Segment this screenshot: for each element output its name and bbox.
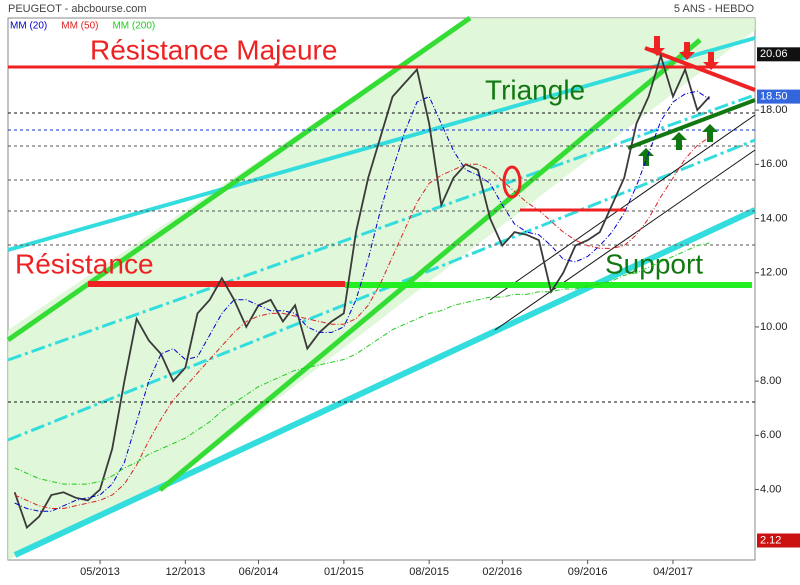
y-tick-label: 8.00	[760, 375, 781, 387]
chart-title: PEUGEOT - abcbourse.com	[8, 3, 147, 15]
x-tick-label: 04/2017	[653, 566, 693, 578]
moving-average	[14, 242, 710, 485]
annotation: Résistance Majeure	[90, 34, 337, 65]
x-tick-label: 02/2016	[482, 566, 522, 578]
trend-line	[6, 15, 472, 343]
y-tick-label: 18.00	[760, 104, 788, 116]
legend-entry: MM (200)	[112, 21, 155, 32]
price-flag-label: 2.12	[760, 534, 781, 546]
x-tick-label: 09/2016	[568, 566, 608, 578]
drawings	[6, 15, 757, 560]
moving-average	[14, 90, 710, 512]
x-tick-label: 08/2015	[409, 566, 449, 578]
y-tick-label: 14.00	[760, 212, 788, 224]
price-flag	[757, 533, 800, 548]
trend-line	[7, 93, 756, 362]
price-flag	[757, 89, 800, 104]
trend-line	[158, 38, 702, 492]
x-tick-label: 05/2013	[80, 566, 120, 578]
trend-line	[13, 207, 757, 558]
x-tick-label: 12/2013	[165, 566, 205, 578]
triangle-line	[644, 46, 756, 92]
price-flag-label: 20.06	[760, 48, 788, 60]
x-tick-label: 06/2014	[239, 566, 279, 578]
circle-mark	[502, 165, 522, 199]
chart-subtitle: 5 ANS - HEBDO	[674, 3, 755, 15]
y-tick-label: 16.00	[760, 158, 788, 170]
y-tick-label: 6.00	[760, 429, 781, 441]
legend-entry: MM (20)	[10, 21, 47, 32]
down-arrows	[649, 36, 719, 70]
triangle-line	[627, 98, 756, 150]
y-tick-label: 10.00	[760, 321, 788, 333]
y-tick-label: 12.00	[760, 267, 788, 279]
up-arrows	[638, 124, 718, 166]
annotation: Support	[605, 248, 703, 279]
trend-line	[7, 138, 756, 442]
annotation: Résistance	[15, 248, 154, 279]
legend-entry: MM (50)	[61, 21, 98, 32]
y-tick-label: 4.00	[760, 483, 781, 495]
trend-line	[7, 36, 756, 252]
price-line	[13, 52, 711, 530]
price-flag	[757, 47, 800, 62]
price-flag-label: 18.50	[760, 90, 788, 102]
annotation: Triangle	[485, 74, 585, 105]
x-tick-label: 01/2015	[324, 566, 364, 578]
